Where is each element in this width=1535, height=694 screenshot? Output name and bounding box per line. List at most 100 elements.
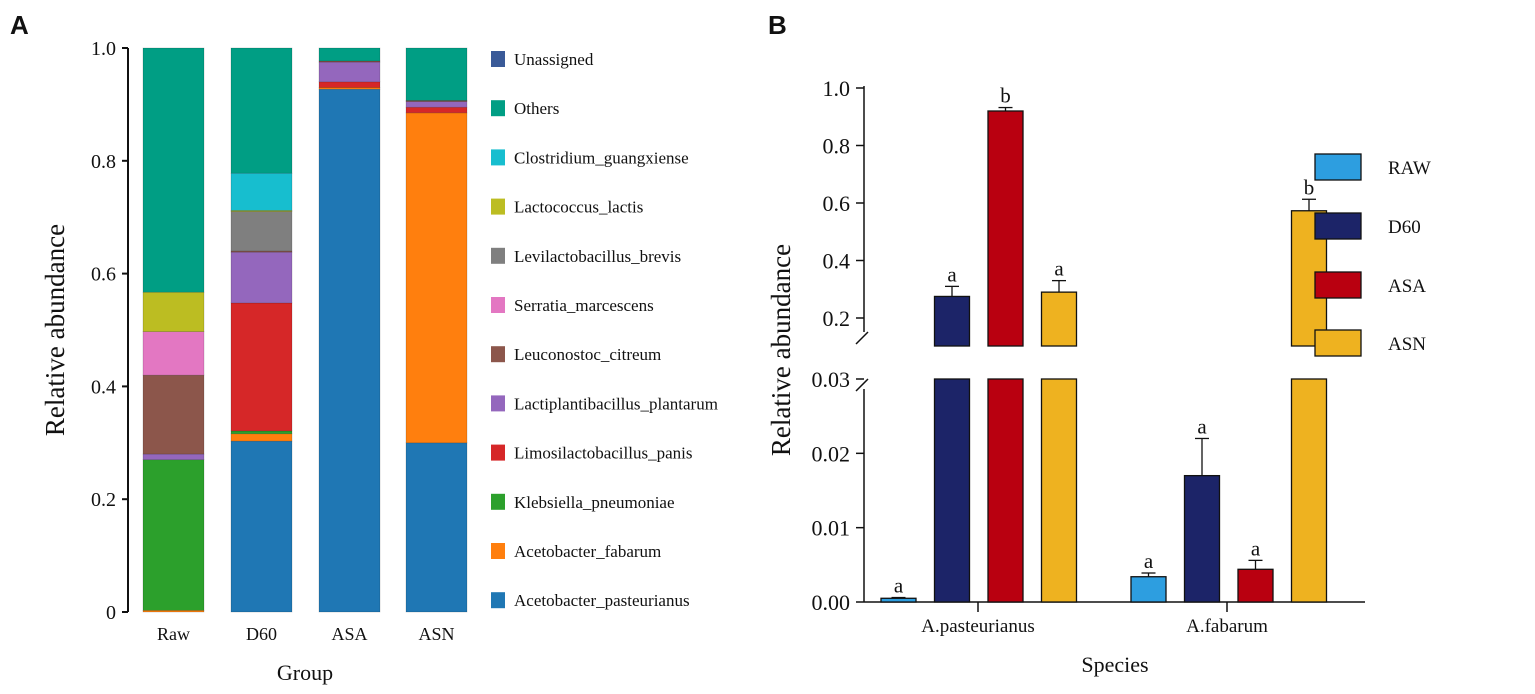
stacked-bar-segment <box>230 210 293 212</box>
legend-label: Others <box>514 99 559 118</box>
stacked-bar-segment <box>318 88 381 613</box>
x-tick-label-b: A.fabarum <box>1186 616 1268 637</box>
legend-swatch <box>491 297 505 313</box>
y-tick-label-a: 0 <box>106 602 116 624</box>
legend-label: Lactiplantibacillus_plantarum <box>514 394 718 413</box>
stacked-bar-segment <box>318 61 381 83</box>
legend-label: Limosilactobacillus_panis <box>514 444 692 463</box>
stacked-bar-segment <box>318 87 381 90</box>
legend-label-b: ASN <box>1388 334 1426 355</box>
y-tick-label-b: 0.6 <box>823 191 851 216</box>
legend-label: Acetobacter_pasteurianus <box>514 591 690 610</box>
x-tick-label-b: A.pasteurianus <box>921 616 1034 637</box>
legend-swatch <box>491 395 505 412</box>
stacked-bar-segment <box>230 47 293 174</box>
significance-letter: a <box>1054 257 1064 281</box>
bar-upper-segment <box>933 295 971 347</box>
x-axis-label-a: Group <box>277 660 333 685</box>
y-tick-label-a: 1.0 <box>91 38 116 60</box>
stacked-bar-segment <box>230 440 293 613</box>
stacked-bar-segment <box>318 81 381 88</box>
stacked-bar-segment <box>230 172 293 211</box>
bar-upper-segment <box>1040 291 1078 347</box>
stacked-bar-segment <box>142 47 205 293</box>
axis-break-mark <box>855 331 869 345</box>
y-tick-label-a: 0.6 <box>91 264 116 286</box>
significance-letter: a <box>1251 536 1261 560</box>
bar-lower-segment <box>1290 378 1328 603</box>
y-axis-label-b: Relative abundance <box>766 244 796 456</box>
legend-label-b: ASA <box>1388 276 1426 297</box>
stacked-bar-segment <box>230 211 293 252</box>
legend-swatch <box>491 198 505 215</box>
legend-label: Lactococcus_lactis <box>514 198 643 217</box>
bar-lower-segment <box>987 378 1024 603</box>
significance-letter: a <box>894 574 904 598</box>
y-tick-label-b: 0.00 <box>812 590 851 615</box>
legend-label: Acetobacter_fabarum <box>514 542 661 561</box>
stacked-bar-segment <box>142 459 205 611</box>
stacked-bar-segment <box>405 442 468 613</box>
legend-swatch-b <box>1314 329 1362 357</box>
bar <box>1237 568 1274 603</box>
y-tick-label-b: 0.4 <box>823 249 851 274</box>
legend-swatch-b <box>1314 271 1362 299</box>
panel-label-b: B <box>768 10 787 40</box>
y-tick-label-b: 0.03 <box>812 367 851 392</box>
bar-lower-segment <box>933 378 971 603</box>
legend-label-b: RAW <box>1388 158 1431 179</box>
legend-label: Serratia_marcescens <box>514 296 654 315</box>
stacked-bar-segment <box>142 331 205 376</box>
legend-label: Leuconostoc_citreum <box>514 345 661 364</box>
y-tick-label-b: 0.01 <box>812 516 851 541</box>
legend-swatch <box>491 100 505 117</box>
legend-swatch <box>491 444 505 461</box>
y-axis-label-a: Relative abundance <box>40 224 70 436</box>
y-tick-label-a: 0.2 <box>91 489 116 511</box>
panel-label-a: A <box>10 10 29 40</box>
bar-upper-segment <box>987 110 1024 347</box>
x-axis-label-b: Species <box>1081 652 1148 677</box>
y-tick-label-a: 0.4 <box>91 376 116 398</box>
x-tick-label-a: ASN <box>418 624 454 644</box>
x-tick-label-a: D60 <box>246 624 277 644</box>
legend-label: Unassigned <box>514 50 594 69</box>
significance-letter: b <box>1000 84 1011 108</box>
legend-swatch-b <box>1314 153 1362 181</box>
significance-letter: a <box>1197 414 1207 438</box>
stacked-bar-segment <box>405 112 468 444</box>
legend-label-b: D60 <box>1388 217 1421 238</box>
stacked-bar-segment <box>405 47 468 101</box>
bar <box>1130 576 1167 603</box>
legend-label: Levilactobacillus_brevis <box>514 247 681 266</box>
legend-swatch <box>491 247 505 264</box>
legend-swatch <box>491 592 505 609</box>
bar-lower-segment <box>1040 378 1078 603</box>
y-tick-label-a: 0.8 <box>91 151 116 173</box>
y-tick-label-b: 0.02 <box>812 441 851 466</box>
stacked-bar-segment <box>405 101 468 108</box>
legend-swatch <box>491 543 505 559</box>
stacked-bar-segment <box>230 430 293 435</box>
y-tick-label-b: 1.0 <box>823 76 851 101</box>
y-tick-label-b: 0.8 <box>823 134 851 159</box>
legend-swatch-b <box>1314 212 1362 240</box>
stacked-bar-segment <box>318 47 381 62</box>
legend-label: Clostridium_guangxiense <box>514 148 689 167</box>
significance-letter: a <box>947 262 957 286</box>
axis-break-mark <box>855 378 869 392</box>
legend-swatch <box>491 493 505 510</box>
stacked-bar-segment <box>230 302 293 432</box>
stacked-bar-segment <box>405 106 468 114</box>
significance-letter: a <box>1144 549 1154 573</box>
stacked-bar-segment <box>142 374 205 455</box>
legend-swatch <box>491 149 505 166</box>
bar <box>1183 474 1221 603</box>
bar <box>880 597 917 603</box>
x-tick-label-a: Raw <box>157 624 190 644</box>
legend-swatch <box>491 51 505 67</box>
significance-letter: b <box>1304 175 1315 199</box>
legend-label: Klebsiella_pneumoniae <box>514 493 675 512</box>
y-tick-label-b: 0.2 <box>823 306 851 331</box>
